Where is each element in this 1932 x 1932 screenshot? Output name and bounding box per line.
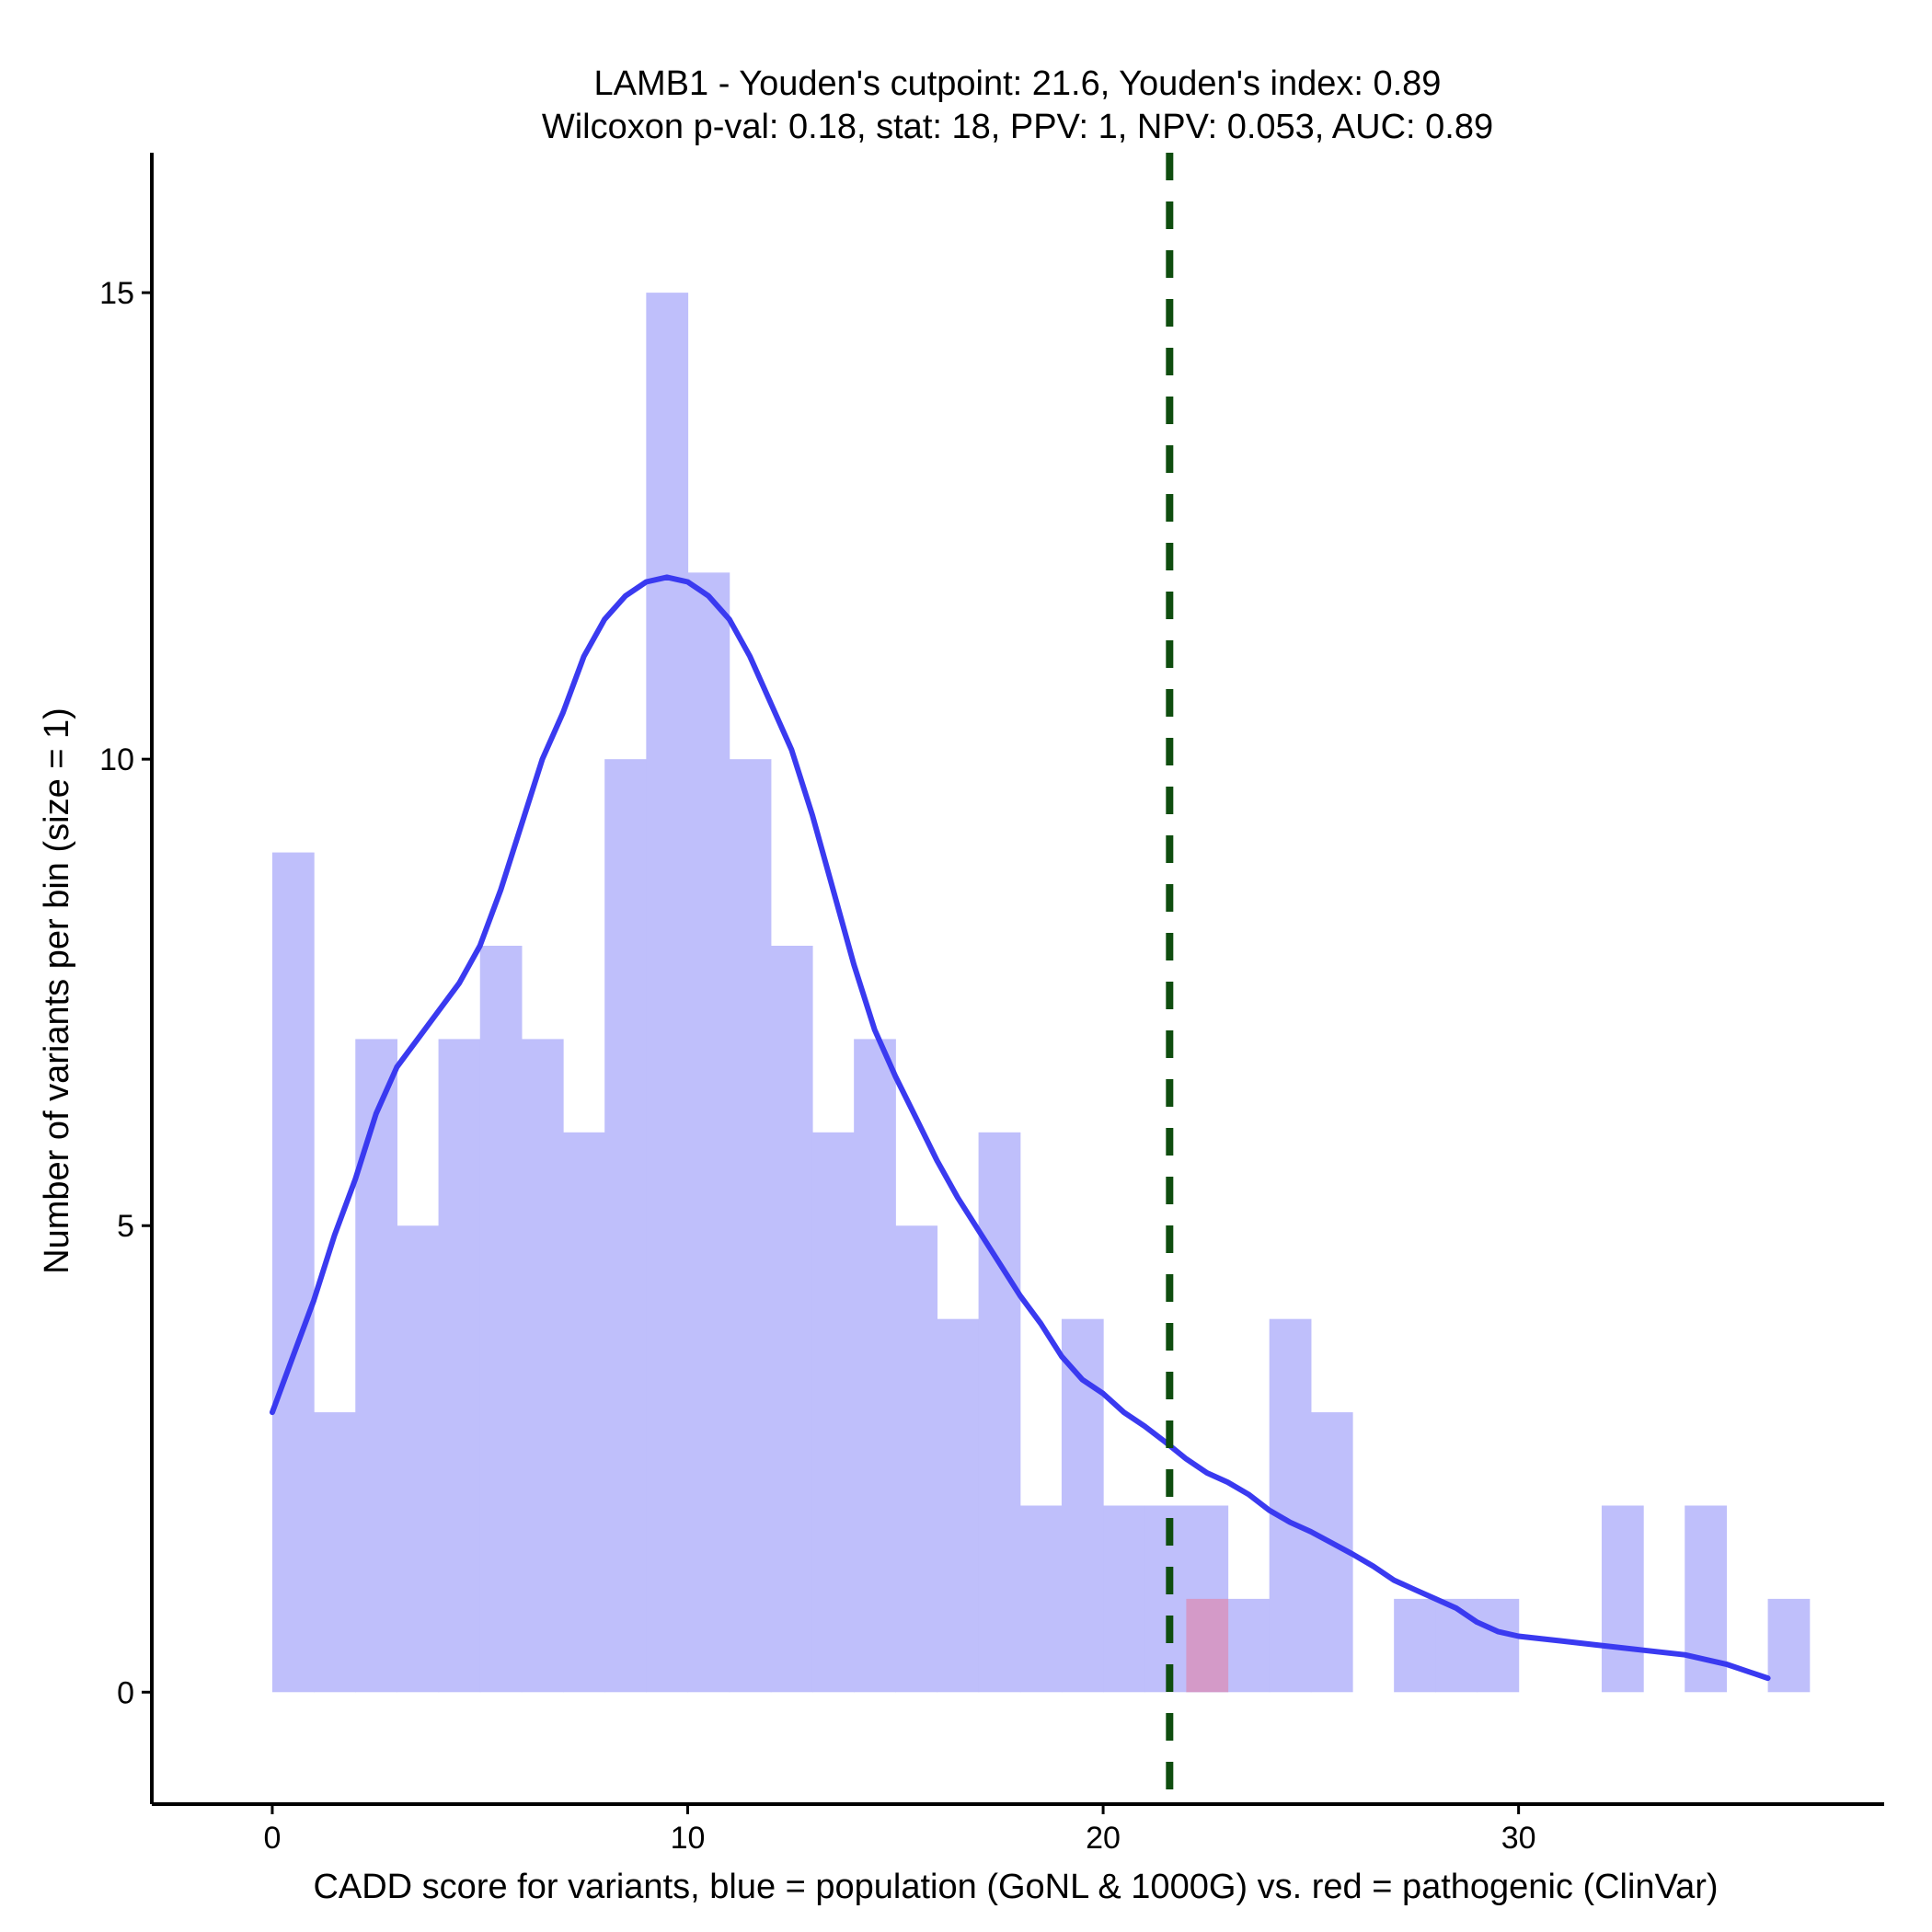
population-bar [1103,1505,1145,1693]
population-bar [1144,1505,1187,1693]
pathogenic-bars [1186,1598,1229,1693]
population-bar [479,946,523,1693]
population-bar [895,1225,938,1693]
y-ticks: 0 5 10 15 [99,276,152,1710]
pathogenic-bar [1186,1598,1229,1693]
population-bar [1394,1598,1436,1693]
population-bar [1061,1318,1104,1693]
population-bar [770,946,813,1693]
population-bar [1601,1505,1644,1693]
population-bars [271,293,1811,1693]
y-tick-label: 10 [99,742,134,777]
population-bar [314,1412,356,1693]
y-axis-label: Number of variants per bin (size = 1) [38,707,76,1274]
population-bar [1227,1598,1271,1693]
population-bar [397,1225,440,1693]
population-bar [355,1039,398,1693]
population-bar [978,1132,1021,1693]
population-bar [1767,1598,1811,1693]
x-tick-label: 0 [263,1821,281,1856]
population-bar [811,1132,855,1693]
x-tick-label: 20 [1086,1821,1121,1856]
population-bar [1019,1505,1063,1693]
x-tick-label: 30 [1501,1821,1536,1856]
y-tick-label: 0 [117,1675,134,1710]
population-bar [687,572,730,1693]
y-tick-label: 5 [117,1209,134,1244]
x-ticks: 0 10 20 30 [263,1804,1536,1856]
x-axis-label: CADD score for variants, blue = populati… [313,1868,1718,1906]
chart-title-line-1: LAMB1 - Youden's cutpoint: 21.6, Youden'… [594,64,1442,103]
population-bar [937,1318,980,1693]
population-bar [729,759,772,1693]
population-bar [1269,1318,1312,1693]
population-bar [271,852,315,1693]
density-layer [270,574,1771,1682]
population-bar [646,293,689,1693]
x-tick-label: 10 [671,1821,706,1856]
y-tick-label: 15 [99,276,134,311]
population-bar [1435,1598,1478,1693]
chart-title-line-2: Wilcoxon p-val: 0.18, stat: 18, PPV: 1, … [542,108,1493,146]
density-curve [270,574,1771,1682]
population-bar [521,1039,564,1693]
population-bar [854,1039,896,1693]
population-bar [438,1039,481,1693]
population-bar [604,759,647,1693]
population-bar [563,1132,605,1693]
population-bar [1477,1598,1520,1693]
